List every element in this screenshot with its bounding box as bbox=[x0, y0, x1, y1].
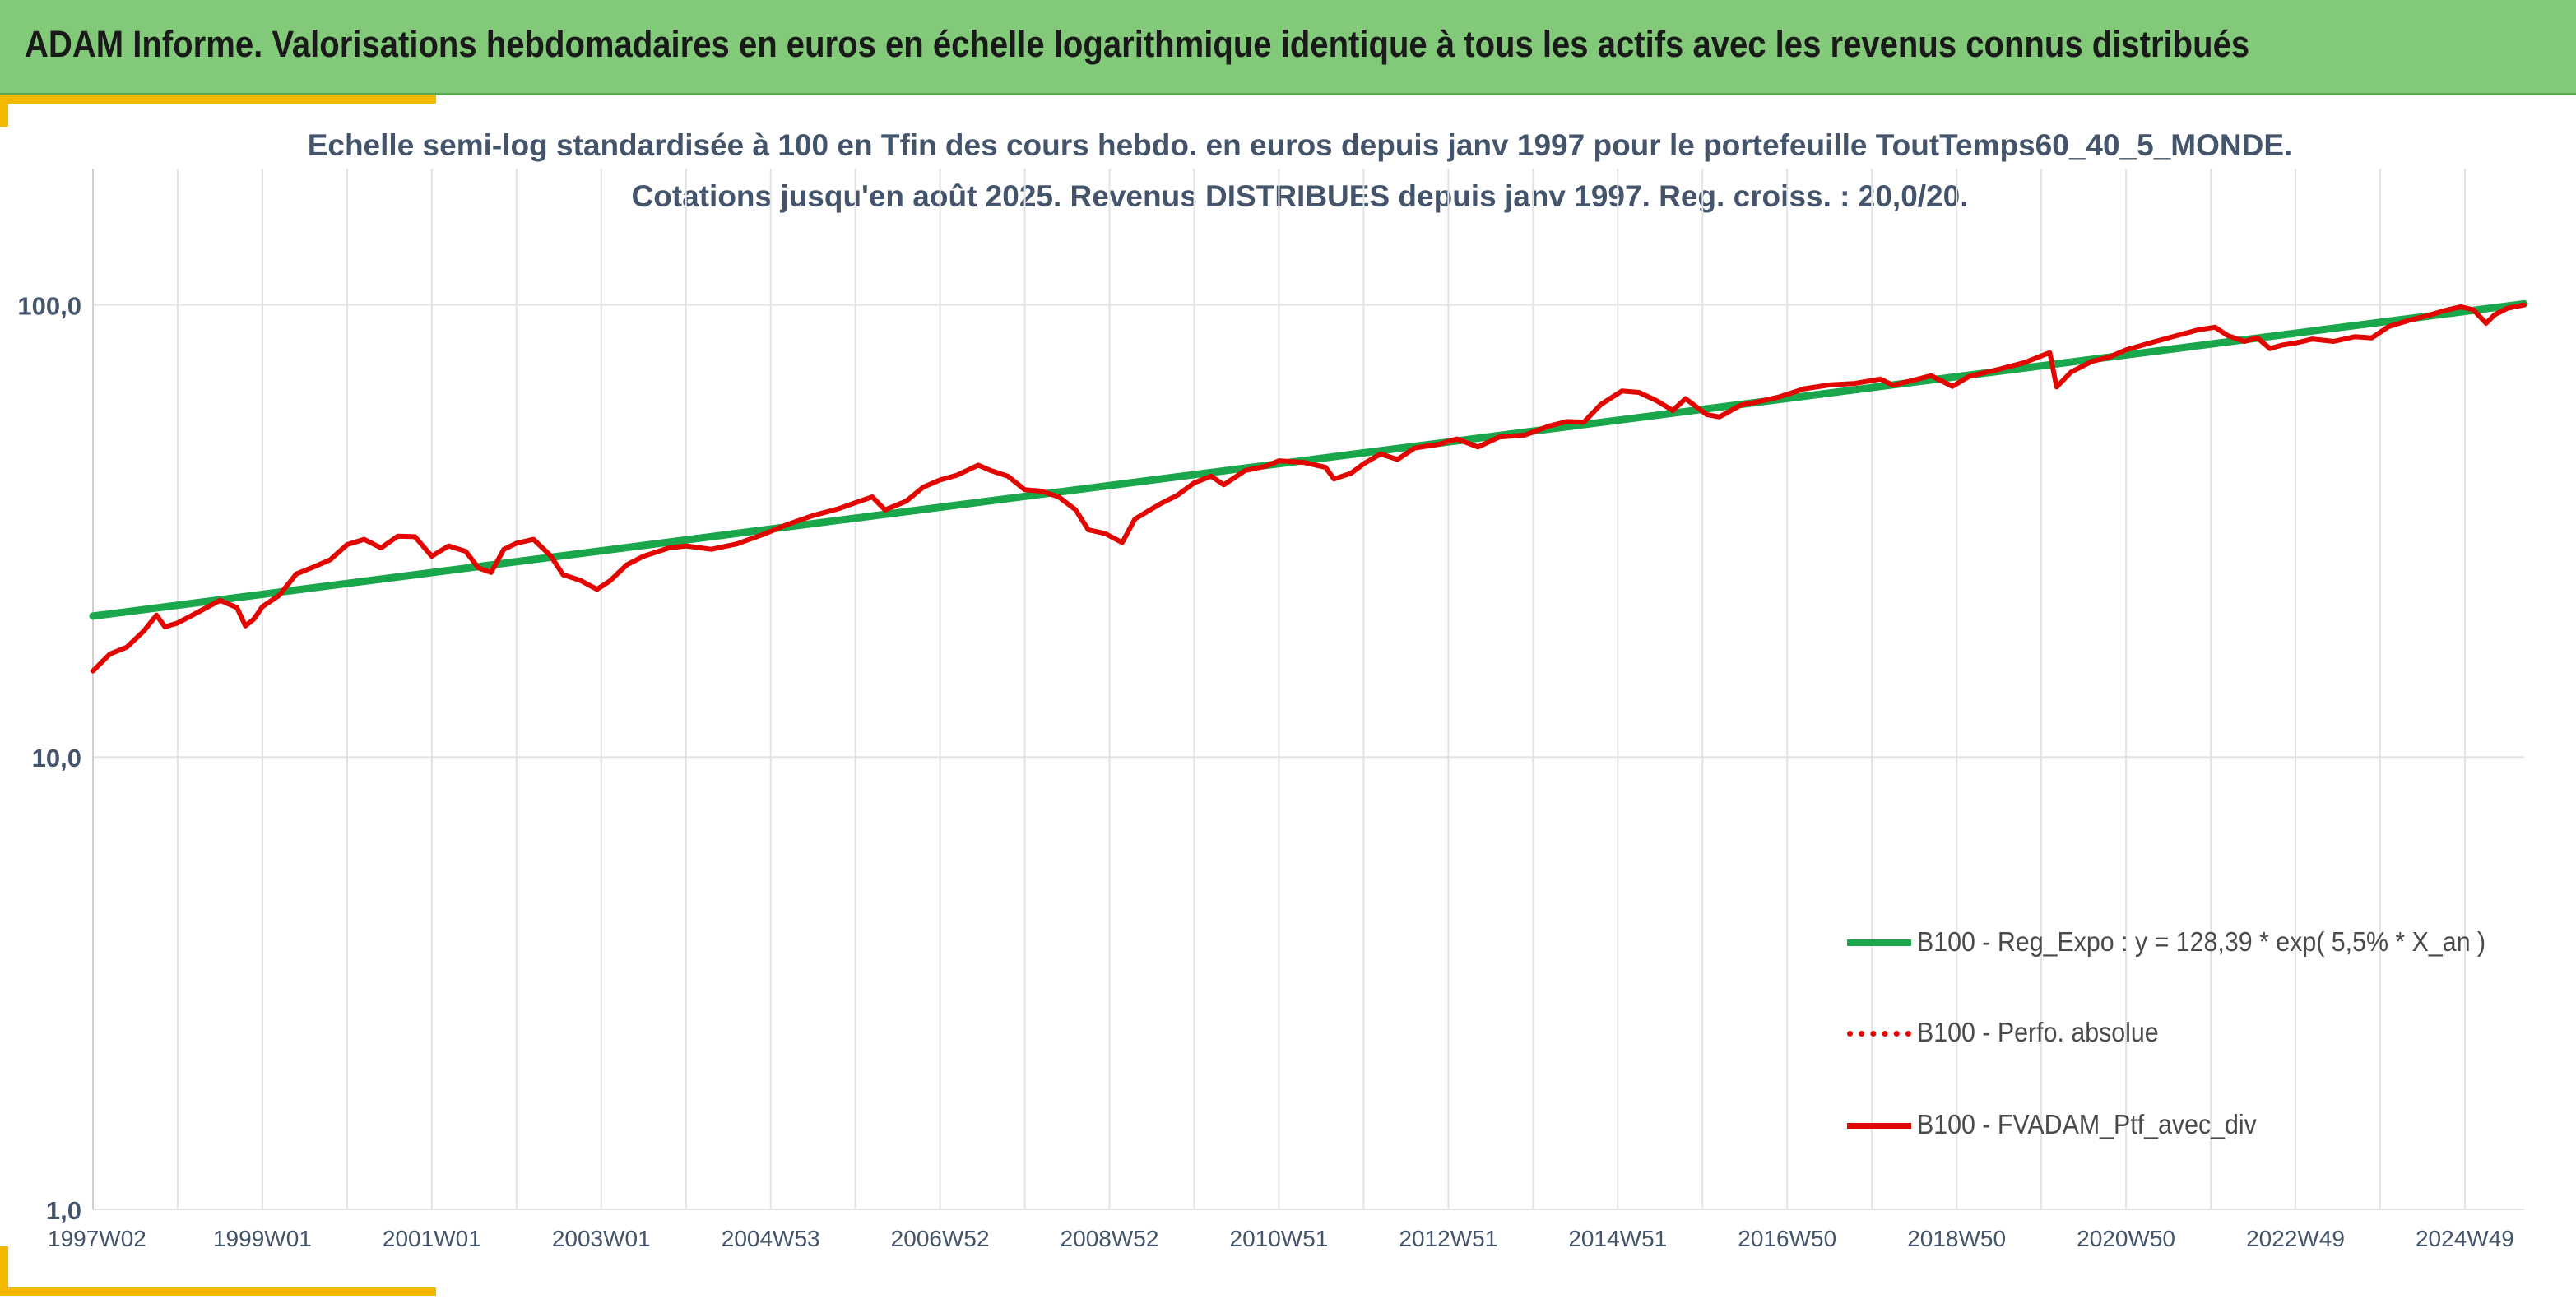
legend-swatch-perfo-absolue bbox=[1847, 1031, 1911, 1037]
grid-lines bbox=[92, 169, 2524, 1210]
x-tick-label: 1997W02 bbox=[48, 1226, 146, 1251]
legend-label-regression: B100 - Reg_Expo : y = 128,39 * exp( 5,5%… bbox=[1917, 926, 2486, 957]
corner-accent-top bbox=[0, 95, 436, 104]
chart-title-line-1: Echelle semi-log standardisée à 100 en T… bbox=[308, 128, 2293, 162]
x-tick-label: 2006W52 bbox=[891, 1226, 990, 1251]
corner-accent-top-left bbox=[0, 95, 8, 127]
series-regression-line bbox=[89, 299, 2528, 620]
x-tick-label: 2022W49 bbox=[2246, 1226, 2345, 1251]
x-axis-tick-labels: 1997W02 1999W01 2001W01 2003W01 2004W53 2006W… bbox=[48, 1226, 2514, 1251]
corner-accent-bottom bbox=[0, 1287, 436, 1296]
legend-swatch-regression bbox=[1847, 939, 1911, 946]
y-tick-label: 100,0 bbox=[17, 291, 81, 320]
x-tick-label: 2001W01 bbox=[383, 1226, 481, 1251]
x-tick-label: 2004W53 bbox=[722, 1226, 820, 1251]
header-bar: ADAM Informe. Valorisations hebdomadaire… bbox=[0, 0, 2576, 95]
x-tick-label: 2003W01 bbox=[552, 1226, 651, 1251]
legend-label-portfolio: B100 - FVADAM_Ptf_avec_div bbox=[1917, 1109, 2257, 1139]
x-tick-label: 2014W51 bbox=[1568, 1226, 1667, 1251]
series-layer bbox=[89, 299, 2528, 674]
chart-title-line-2: Cotations jusqu'en août 2025. Revenus DI… bbox=[632, 179, 1969, 213]
y-tick-label: 1,0 bbox=[46, 1196, 81, 1225]
y-axis-tick-labels: 100,0 10,0 1,0 bbox=[17, 291, 81, 1225]
corner-accent-bottom-left bbox=[0, 1246, 8, 1296]
x-tick-label: 2012W51 bbox=[1399, 1226, 1497, 1251]
x-tick-label: 2008W52 bbox=[1061, 1226, 1159, 1251]
x-tick-label: 2020W50 bbox=[2077, 1226, 2175, 1251]
y-tick-label: 10,0 bbox=[32, 744, 81, 772]
page-title: ADAM Informe. Valorisations hebdomadaire… bbox=[25, 23, 2250, 65]
x-tick-label: 2018W50 bbox=[1907, 1226, 2006, 1251]
x-tick-label: 2010W51 bbox=[1230, 1226, 1329, 1251]
x-tick-label: 2024W49 bbox=[2416, 1226, 2514, 1251]
series-portfolio-line bbox=[91, 302, 2527, 674]
x-tick-label: 2016W50 bbox=[1738, 1226, 1836, 1251]
legend-label-perfo-absolue: B100 - Perfo. absolue bbox=[1917, 1017, 2159, 1047]
x-tick-label: 1999W01 bbox=[213, 1226, 312, 1251]
legend-swatch-portfolio bbox=[1847, 1123, 1911, 1129]
